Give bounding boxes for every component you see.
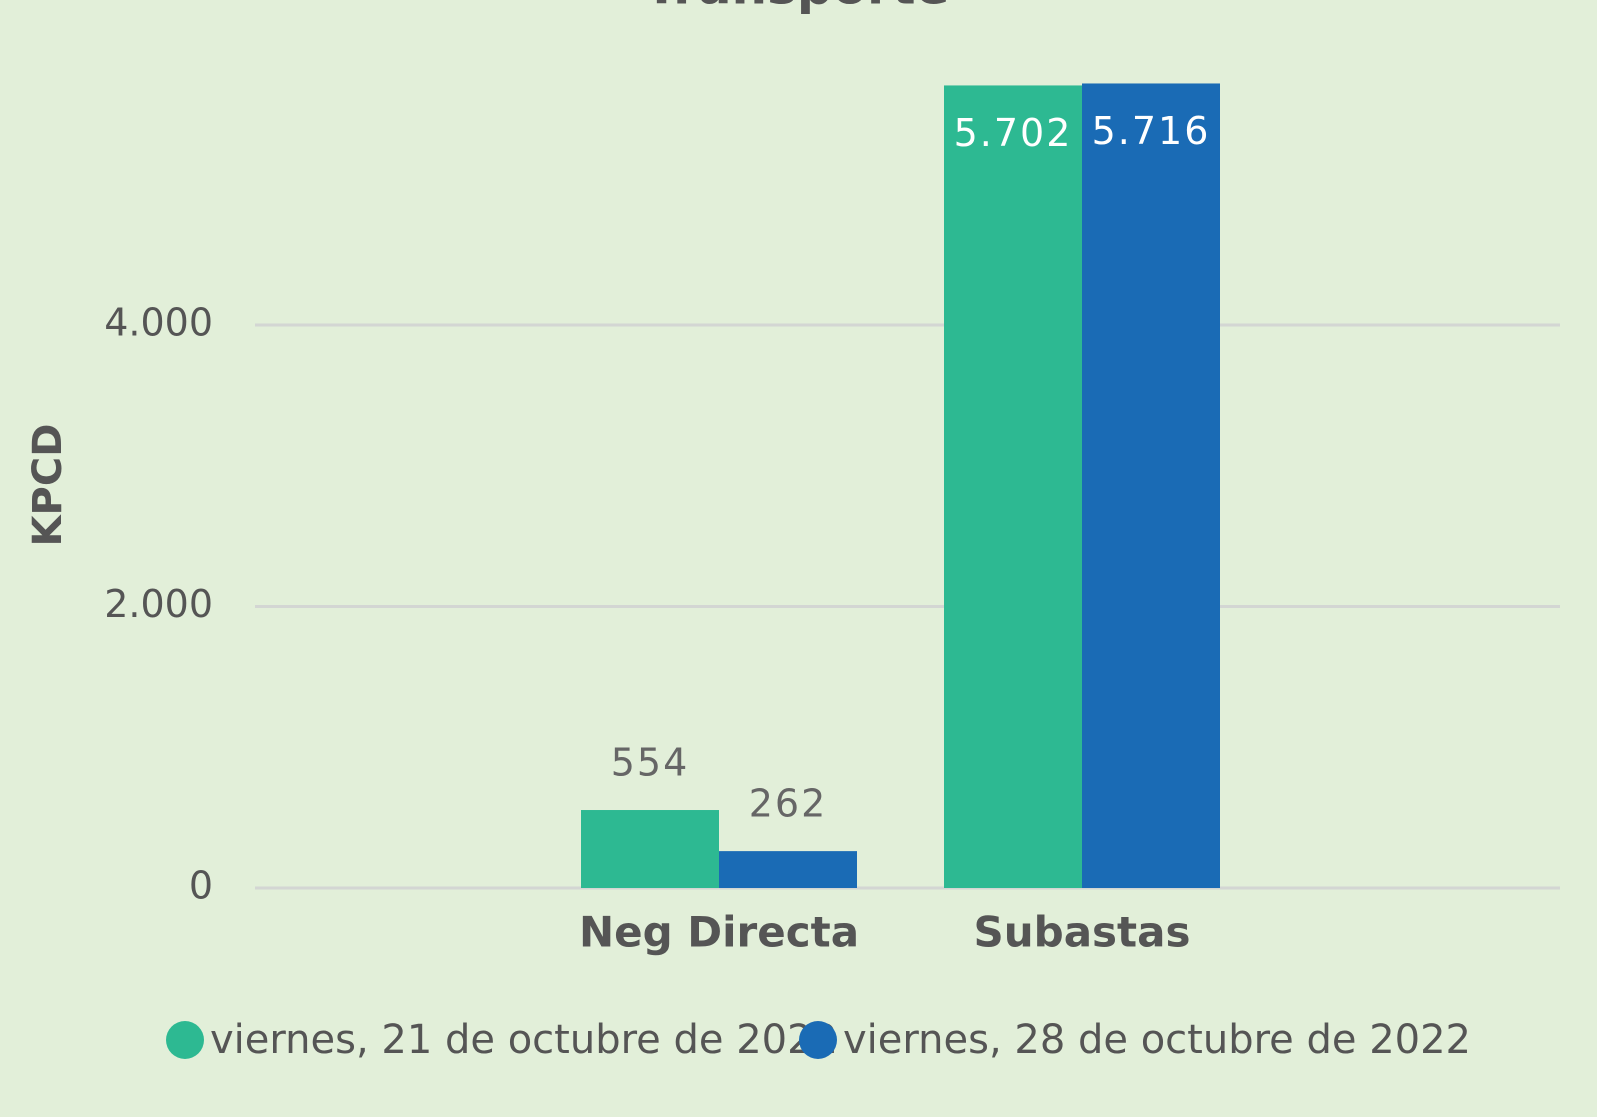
legend-label: viernes, 21 de octubre de 2022 (210, 1017, 838, 1063)
chart-title: Transporte (645, 0, 950, 16)
x-tick-label: Neg Directa (579, 908, 859, 957)
data-label: 5.716 (1092, 109, 1211, 153)
legend-marker (799, 1021, 837, 1059)
legend-marker (166, 1021, 204, 1059)
data-label: 554 (611, 741, 690, 785)
data-label: 262 (749, 782, 828, 826)
bar (581, 810, 719, 888)
y-tick-label: 2.000 (104, 582, 213, 626)
y-tick-label: 0 (189, 864, 213, 908)
y-axis-label: KPCD (25, 424, 71, 547)
bar (944, 85, 1082, 889)
x-tick-label: Subastas (974, 908, 1191, 957)
bar (719, 851, 857, 888)
bar (1082, 83, 1220, 888)
y-tick-label: 4.000 (104, 301, 213, 345)
legend-label: viernes, 28 de octubre de 2022 (843, 1017, 1471, 1063)
data-label: 5.702 (954, 111, 1073, 155)
